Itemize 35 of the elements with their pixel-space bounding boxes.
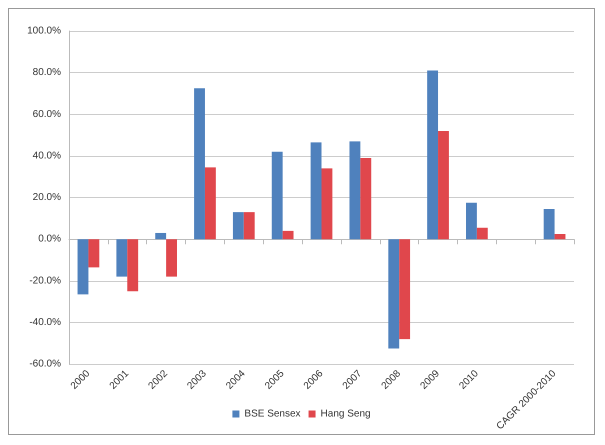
y-tick-label: 20.0% <box>32 192 62 204</box>
bar <box>155 232 166 240</box>
bar <box>232 212 244 240</box>
legend-label: Hang Seng <box>320 408 371 420</box>
bar <box>544 209 555 240</box>
y-tick-label: -20.0% <box>29 275 62 286</box>
bar <box>166 239 177 277</box>
bar <box>282 230 294 240</box>
bar <box>466 202 477 240</box>
bar <box>78 239 88 294</box>
bar <box>388 239 400 349</box>
bar <box>244 212 255 240</box>
bar <box>427 70 438 240</box>
bar <box>310 142 322 240</box>
bar <box>88 239 100 268</box>
y-tick-label: 80.0% <box>32 67 62 78</box>
y-tick-label: -40.0% <box>29 316 62 328</box>
bar <box>116 239 128 277</box>
bar <box>399 239 410 340</box>
y-tick-label: 100.0% <box>27 26 62 36</box>
bar <box>322 168 332 240</box>
y-tick-label: -60.0% <box>29 358 62 370</box>
y-tick-label: 40.0% <box>32 150 62 162</box>
bar <box>360 158 372 240</box>
bar <box>194 88 205 240</box>
bar <box>476 228 488 240</box>
legend-label: BSE Sensex <box>244 408 301 420</box>
y-tick-label: 0.0% <box>38 234 62 245</box>
bar <box>127 239 138 292</box>
bar <box>554 234 566 240</box>
bar <box>204 167 216 240</box>
y-tick-label: 60.0% <box>32 108 62 120</box>
bar <box>272 152 283 240</box>
bar <box>438 130 449 240</box>
bar <box>349 141 360 240</box>
